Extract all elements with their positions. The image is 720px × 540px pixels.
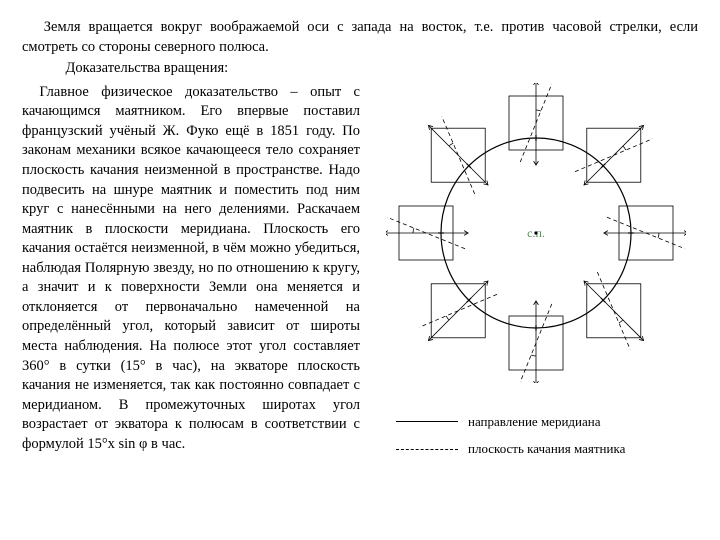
legend-solid-label: направление меридиана xyxy=(468,413,600,431)
pendulum-diagram: с.п. xyxy=(386,83,686,383)
legend-line-dashed-icon xyxy=(396,449,458,450)
legend-dashed-label: плоскость качания маятника xyxy=(468,440,625,458)
intro-paragraph: Земля вращается вокруг воображаемой оси … xyxy=(22,18,698,57)
legend: направление меридиана плоскость качания … xyxy=(396,413,676,468)
legend-row-dashed: плоскость качания маятника xyxy=(396,440,676,458)
figure-column: с.п. направление меридиана плоскость кач… xyxy=(374,83,698,468)
legend-row-solid: направление меридиана xyxy=(396,413,676,431)
proof-title: Доказательства вращения: xyxy=(22,59,698,79)
legend-line-solid-icon xyxy=(396,421,458,422)
body-paragraph: Главное физическое доказательство – опыт… xyxy=(22,83,360,468)
two-column-layout: Главное физическое доказательство – опыт… xyxy=(22,83,698,468)
